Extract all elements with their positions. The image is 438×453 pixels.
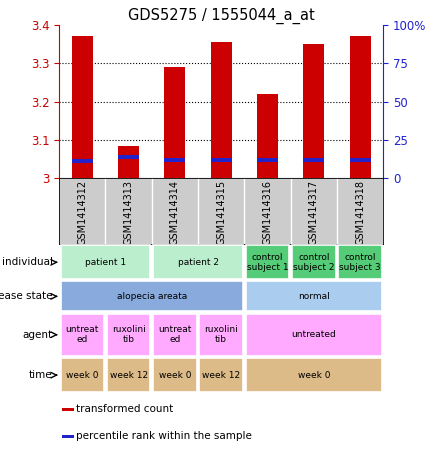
Bar: [164, 158, 185, 162]
Bar: [153, 313, 197, 356]
Bar: [246, 313, 382, 356]
Text: week 12: week 12: [202, 371, 240, 380]
Text: untreat
ed: untreat ed: [66, 325, 99, 344]
Bar: [60, 281, 243, 311]
Text: week 0: week 0: [159, 371, 191, 380]
Text: GSM1414315: GSM1414315: [216, 180, 226, 246]
Text: disease state: disease state: [0, 291, 53, 301]
Bar: [72, 36, 93, 178]
Text: ruxolini
tib: ruxolini tib: [204, 325, 238, 344]
Bar: [60, 358, 104, 392]
Text: patient 2: patient 2: [177, 258, 219, 267]
Text: percentile rank within the sample: percentile rank within the sample: [76, 431, 252, 441]
Text: GSM1414312: GSM1414312: [77, 180, 87, 246]
Text: week 12: week 12: [110, 371, 148, 380]
Text: alopecia areata: alopecia areata: [117, 292, 187, 301]
Text: GSM1414314: GSM1414314: [170, 180, 180, 245]
Bar: [304, 44, 324, 178]
Bar: [350, 36, 371, 178]
Text: GSM1414318: GSM1414318: [355, 180, 365, 245]
Text: agent: agent: [22, 330, 53, 340]
Bar: [257, 158, 278, 162]
Bar: [246, 245, 289, 280]
Bar: [257, 94, 278, 178]
Bar: [304, 158, 324, 162]
Text: time: time: [29, 370, 53, 380]
Bar: [118, 155, 139, 159]
Text: normal: normal: [298, 292, 330, 301]
Bar: [72, 159, 93, 163]
Bar: [338, 245, 382, 280]
Bar: [350, 158, 371, 162]
Bar: [153, 358, 197, 392]
Text: control
subject 1: control subject 1: [247, 253, 288, 272]
Bar: [62, 434, 74, 438]
Text: week 0: week 0: [297, 371, 330, 380]
Bar: [199, 313, 243, 356]
Text: GSM1414313: GSM1414313: [124, 180, 134, 245]
Bar: [199, 358, 243, 392]
Bar: [107, 313, 150, 356]
Text: control
subject 2: control subject 2: [293, 253, 335, 272]
Bar: [246, 358, 382, 392]
Text: untreat
ed: untreat ed: [158, 325, 191, 344]
Bar: [211, 158, 232, 162]
Text: untreated: untreated: [291, 330, 336, 339]
Title: GDS5275 / 1555044_a_at: GDS5275 / 1555044_a_at: [128, 7, 314, 24]
Bar: [62, 408, 74, 411]
Bar: [246, 281, 382, 311]
Bar: [107, 358, 150, 392]
Text: ruxolini
tib: ruxolini tib: [112, 325, 145, 344]
Bar: [164, 67, 185, 178]
Text: GSM1414317: GSM1414317: [309, 180, 319, 246]
Bar: [292, 245, 336, 280]
Bar: [60, 313, 104, 356]
Bar: [153, 245, 243, 280]
Text: transformed count: transformed count: [76, 405, 173, 414]
Bar: [211, 42, 232, 178]
Bar: [60, 245, 150, 280]
Text: individual: individual: [2, 257, 53, 267]
Text: control
subject 3: control subject 3: [339, 253, 381, 272]
Text: patient 1: patient 1: [85, 258, 126, 267]
Bar: [118, 145, 139, 178]
Text: week 0: week 0: [66, 371, 99, 380]
Text: GSM1414316: GSM1414316: [262, 180, 272, 245]
